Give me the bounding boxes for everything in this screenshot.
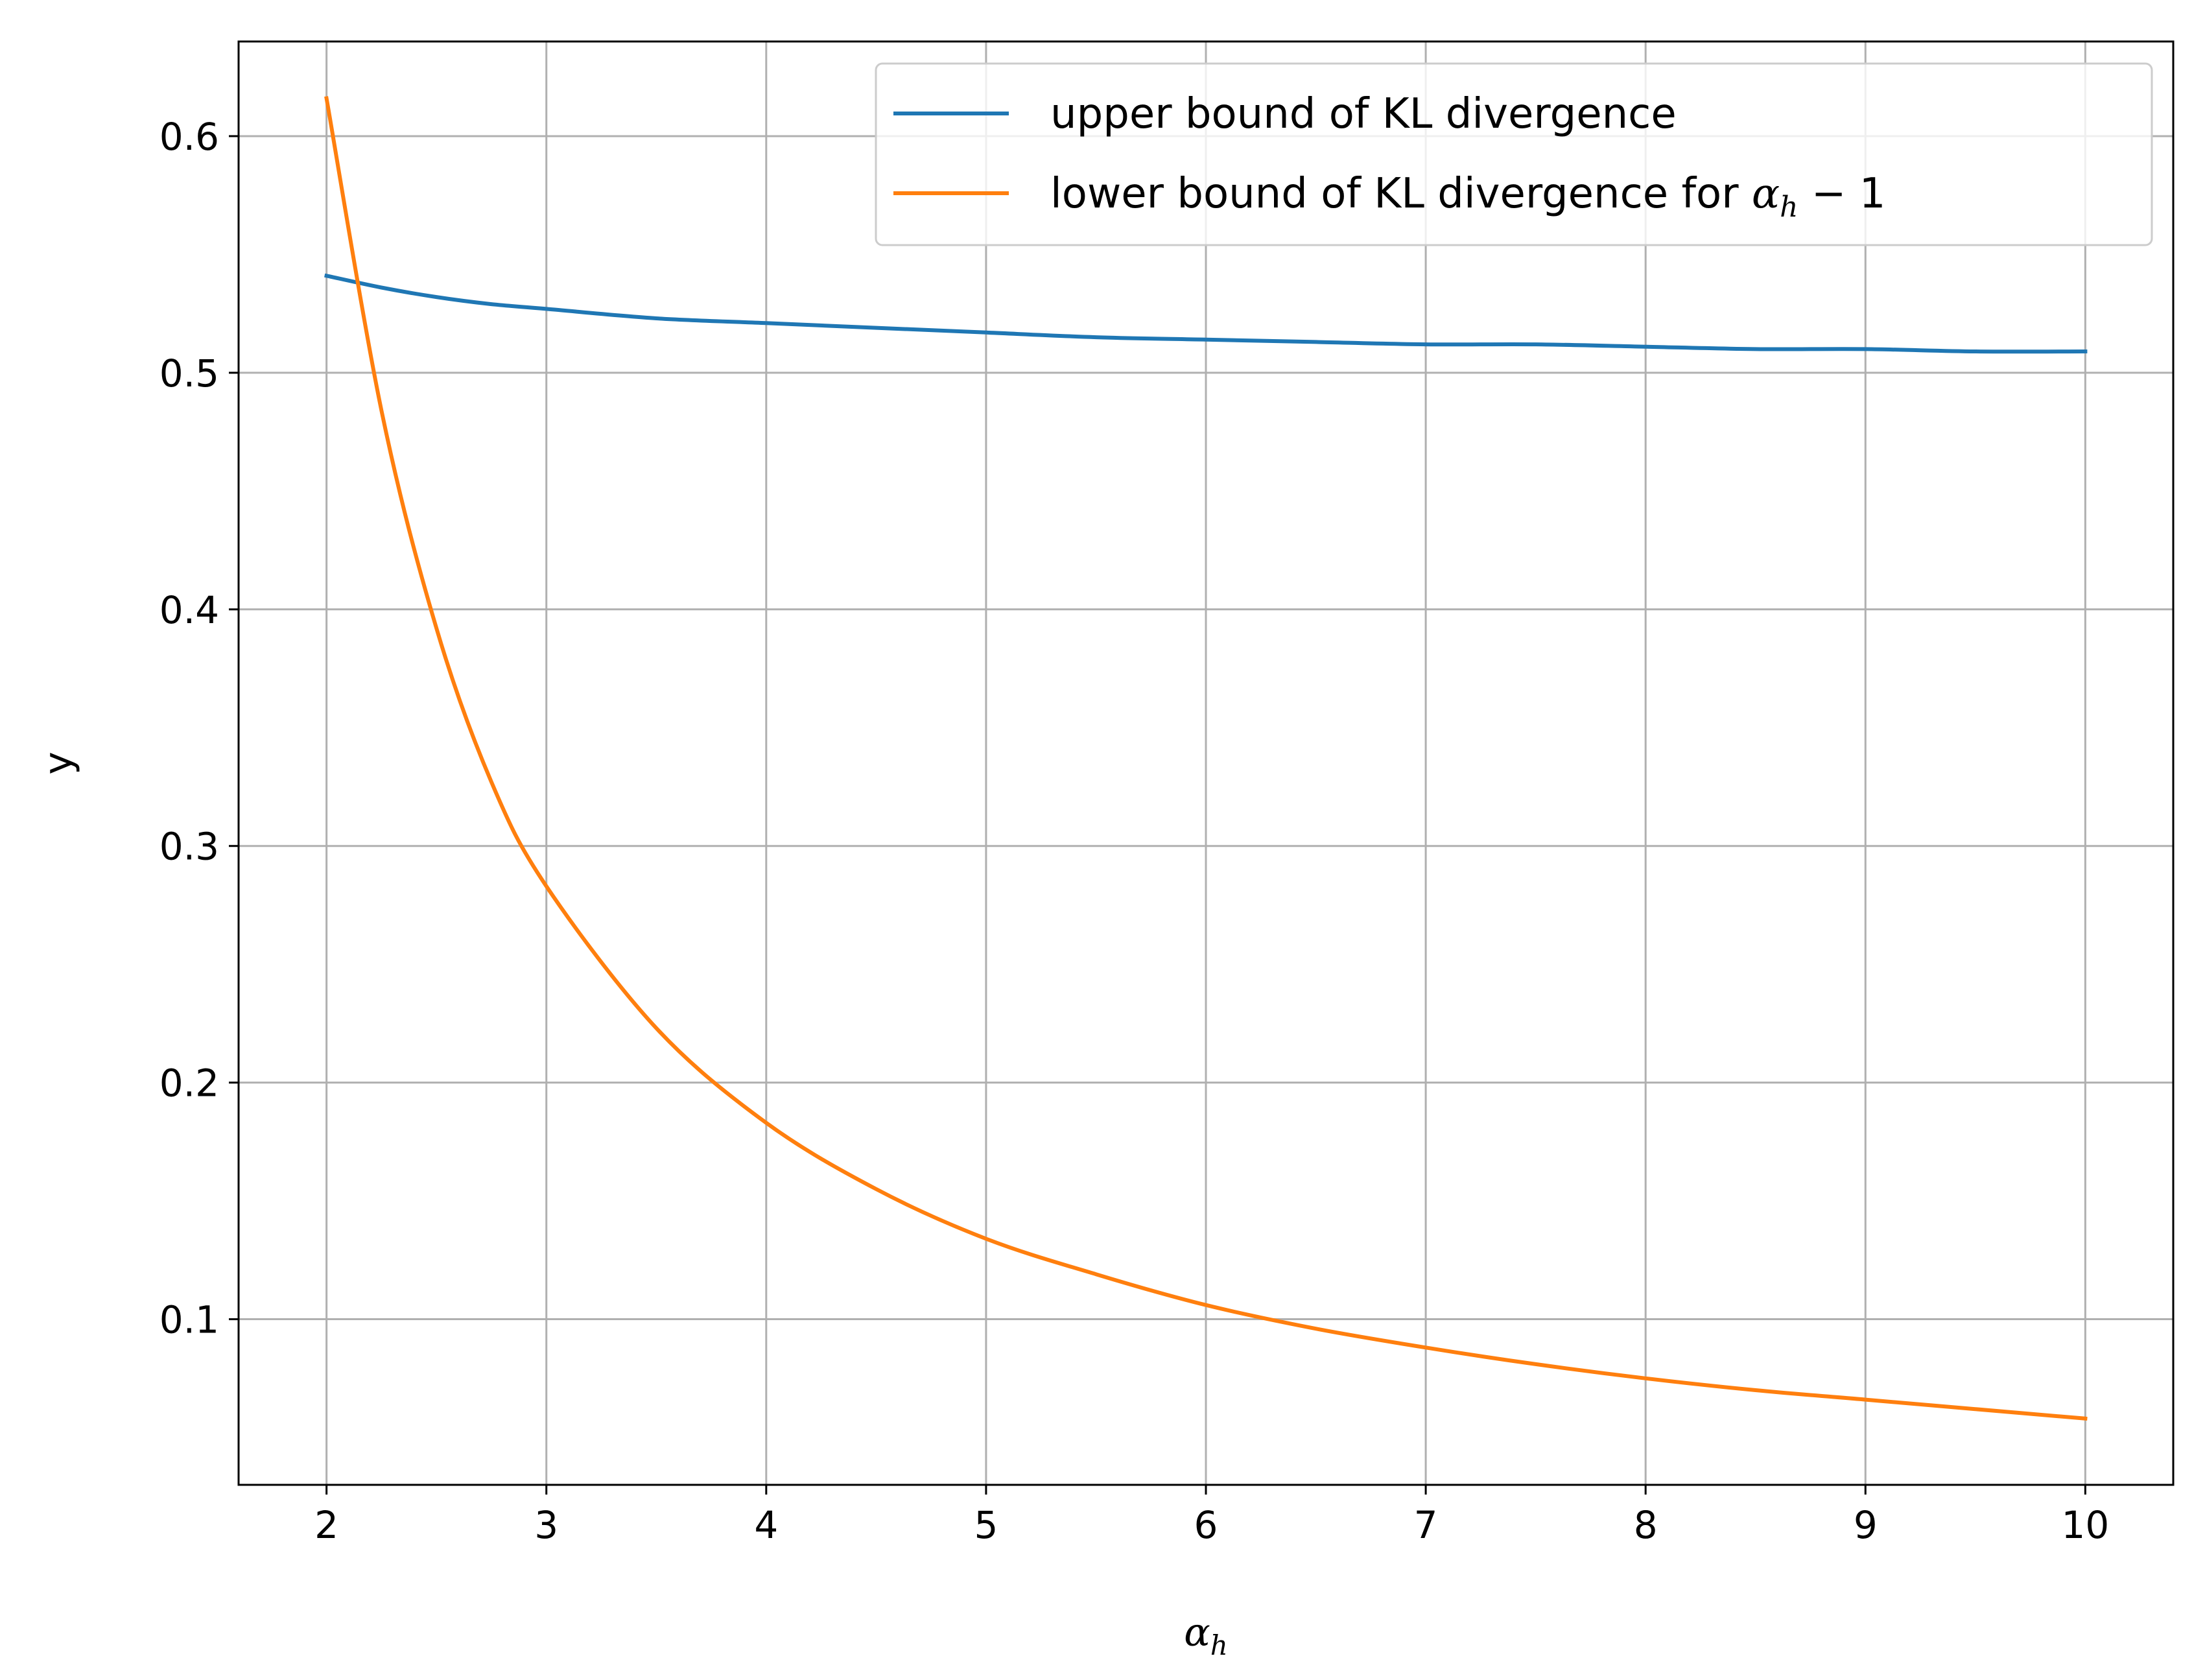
x-axis-label-subscript: h <box>1210 1629 1228 1661</box>
legend-label-lower-bound-symbol: α <box>1752 170 1780 218</box>
legend: upper bound of KL divergence lower bound… <box>875 62 2153 246</box>
y-tick-label: 0.6 <box>159 115 219 159</box>
x-axis-label: αh <box>1184 1610 1228 1661</box>
x-tick-label: 2 <box>314 1503 338 1547</box>
y-tick-label: 0.3 <box>159 825 219 869</box>
x-tick-label: 10 <box>2061 1503 2109 1547</box>
y-axis-label: y <box>36 751 81 775</box>
x-tick-label: 3 <box>534 1503 558 1547</box>
legend-label-upper-bound: upper bound of KL divergence <box>1050 90 1677 138</box>
y-tick-label: 0.1 <box>159 1298 219 1342</box>
x-tick-label: 7 <box>1414 1503 1438 1547</box>
y-tick-label: 0.4 <box>159 588 219 632</box>
legend-label-lower-bound-subscript: h <box>1780 191 1798 224</box>
x-tick-label: 8 <box>1634 1503 1658 1547</box>
axis-ticks: 2 3 4 5 6 7 8 9 10 0.1 0.2 0.3 0.4 0.5 0.6 <box>159 115 2110 1547</box>
x-axis-label-symbol: α <box>1184 1610 1210 1655</box>
x-tick-label: 5 <box>974 1503 998 1547</box>
series-lines <box>324 96 2088 1421</box>
series-line-upper-bound <box>324 273 2088 354</box>
legend-label-lower-bound-suffix: − 1 <box>1798 170 1885 218</box>
series-line-lower-bound <box>324 96 2088 1421</box>
legend-label-lower-bound-prefix: lower bound of KL divergence for <box>1050 170 1752 218</box>
legend-box <box>875 62 2153 246</box>
y-tick-label: 0.2 <box>159 1061 219 1106</box>
y-tick-label: 0.5 <box>159 351 219 396</box>
x-tick-label: 6 <box>1194 1503 1218 1547</box>
x-tick-label: 4 <box>754 1503 778 1547</box>
x-tick-label: 9 <box>1854 1503 1878 1547</box>
legend-label-lower-bound: lower bound of KL divergence for αh − 1 <box>1050 170 1885 224</box>
grid-lines <box>239 41 2173 1485</box>
